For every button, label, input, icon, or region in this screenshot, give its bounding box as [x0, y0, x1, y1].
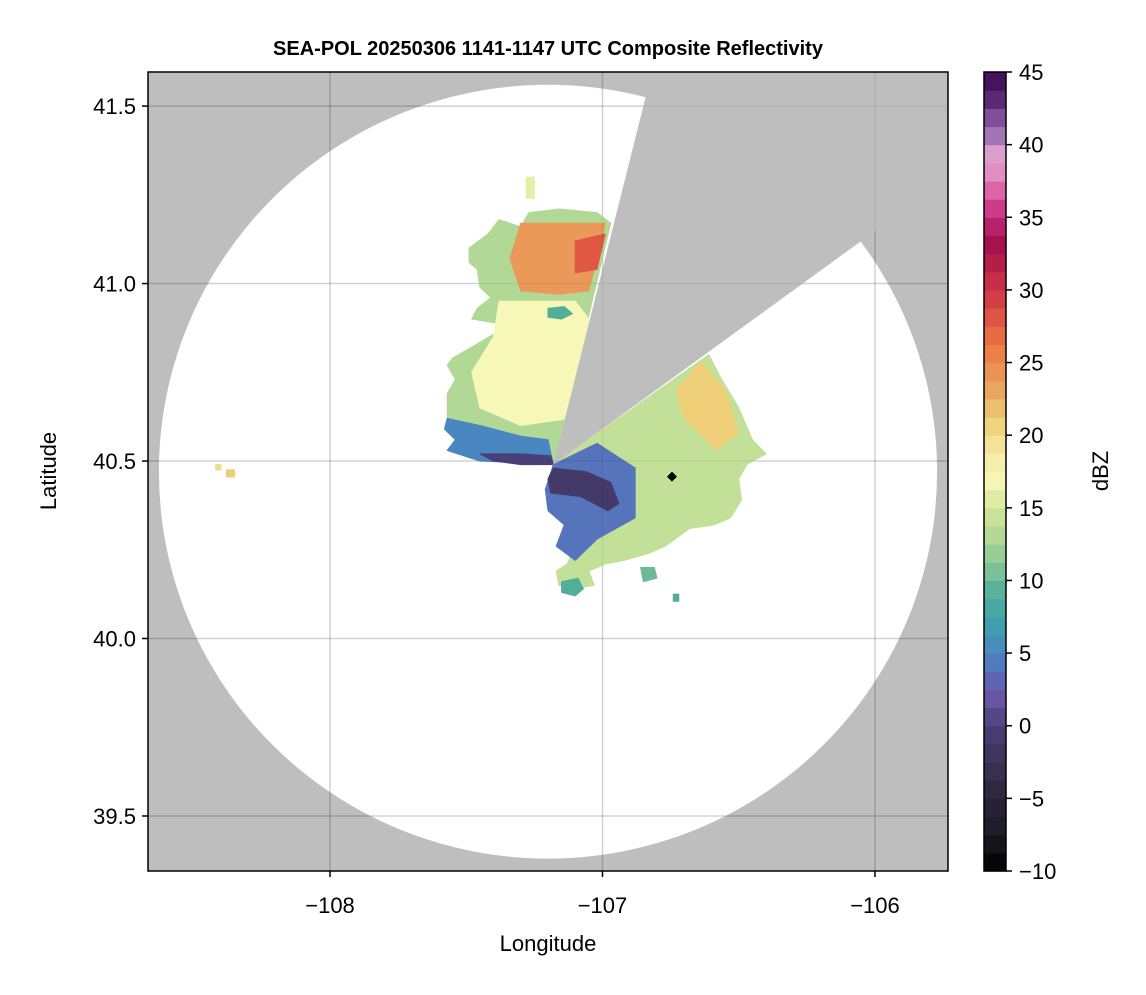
echo-west-cell-2	[226, 469, 236, 478]
colorbar-band	[984, 72, 1006, 91]
colorbar-band	[984, 362, 1006, 382]
colorbar-tick-label: 0	[1019, 714, 1031, 739]
x-tick-label: −107	[578, 893, 628, 918]
colorbar-tick-label: −5	[1019, 786, 1044, 811]
colorbar-band	[984, 852, 1006, 872]
colorbar-tick-label: 15	[1019, 496, 1043, 521]
colorbar-tick-label: 20	[1019, 423, 1043, 448]
colorbar-band	[984, 743, 1006, 763]
echo-south-cell-3	[672, 593, 680, 602]
y-tick-label: 40.5	[93, 449, 136, 474]
y-axis: 39.5 40.0 40.5 41.0 41.5	[93, 94, 148, 829]
colorbar-band	[984, 689, 1006, 709]
colorbar-band	[984, 453, 1006, 473]
colorbar-tick-label: 25	[1019, 351, 1043, 376]
echo-west-cell-1	[215, 464, 222, 471]
colorbar-band	[984, 671, 1006, 691]
echo-north-lobe-mid	[471, 300, 590, 426]
echo-south-lobe-dark-cell	[547, 467, 620, 512]
colorbar-tick-label: 45	[1019, 60, 1043, 85]
colorbar-band	[984, 108, 1006, 128]
colorbar-band	[984, 380, 1006, 400]
colorbar-band	[984, 326, 1006, 345]
echo-south-lobe-warm	[675, 361, 740, 451]
y-tick-label: 41.0	[93, 272, 136, 297]
colorbar-band	[984, 217, 1006, 237]
y-axis-label: Latitude	[36, 432, 61, 510]
plot-area	[148, 72, 948, 871]
colorbar-band	[984, 707, 1006, 727]
blocked-sector	[553, 72, 948, 465]
colorbar-tick-label: 30	[1019, 278, 1043, 303]
colorbar-band	[984, 90, 1006, 109]
colorbar-band	[984, 653, 1006, 672]
colorbar-band	[984, 580, 1006, 600]
y-tick-label: 41.5	[93, 94, 136, 119]
colorbar-band	[984, 816, 1006, 836]
colorbar-frame	[983, 71, 1007, 872]
echo-north-lobe-teal-cell	[547, 306, 573, 320]
x-axis-label: Longitude	[500, 931, 597, 956]
plot-frame	[147, 71, 949, 872]
x-tick-label: −108	[305, 893, 355, 918]
y-tick-label: 39.5	[93, 804, 136, 829]
colorbar-band	[984, 544, 1006, 563]
colorbar-band	[984, 798, 1006, 818]
colorbar-band	[984, 616, 1006, 636]
colorbar-label: dBZ	[1088, 451, 1113, 491]
colorbar-band	[984, 762, 1006, 781]
x-tick-label: −106	[850, 893, 900, 918]
colorbar-band	[984, 289, 1006, 309]
colorbar-band	[984, 725, 1006, 745]
x-axis: −108 −107 −106	[305, 871, 900, 918]
echo-south-cell-2	[640, 567, 658, 583]
colorbar-tick-label: −10	[1019, 859, 1056, 884]
colorbar-band	[984, 253, 1006, 273]
black-diamond-marker	[666, 471, 677, 482]
colorbar-band	[984, 780, 1006, 799]
colorbar-band	[984, 235, 1006, 255]
colorbar-band	[984, 489, 1006, 509]
colorbar-band	[984, 507, 1006, 527]
colorbar-band	[984, 471, 1006, 491]
colorbar-band	[984, 344, 1006, 364]
echo-north-speck	[525, 176, 535, 199]
colorbar-band	[984, 271, 1006, 291]
colorbar-band	[984, 180, 1006, 200]
colorbar-band	[984, 435, 1006, 454]
colorbar-tick-label: 40	[1019, 133, 1043, 158]
colorbar-band	[984, 634, 1006, 654]
colorbar-band	[984, 598, 1006, 618]
chart-title: SEA-POL 20250306 1141-1147 UTC Composite…	[273, 38, 824, 60]
echo-north-lobe-peak	[574, 233, 606, 274]
colorbar-band	[984, 834, 1006, 854]
y-tick-label: 40.0	[93, 627, 136, 652]
colorbar: −10 −5 0 5 10 15 20 25 30 35 40 45	[983, 60, 1056, 884]
colorbar-band	[984, 199, 1006, 218]
colorbar-band	[984, 417, 1006, 436]
colorbar-band	[984, 525, 1006, 545]
colorbar-band	[984, 308, 1006, 327]
colorbar-tick-label: 35	[1019, 205, 1043, 230]
colorbar-band	[984, 126, 1006, 146]
colorbar-band	[984, 562, 1006, 582]
colorbar-band	[984, 162, 1006, 182]
colorbar-tick-label: 5	[1019, 641, 1031, 666]
echo-south-cell-1	[561, 577, 584, 597]
colorbar-band	[984, 144, 1006, 164]
colorbar-band	[984, 398, 1006, 418]
colorbar-tick-label: 10	[1019, 568, 1043, 593]
